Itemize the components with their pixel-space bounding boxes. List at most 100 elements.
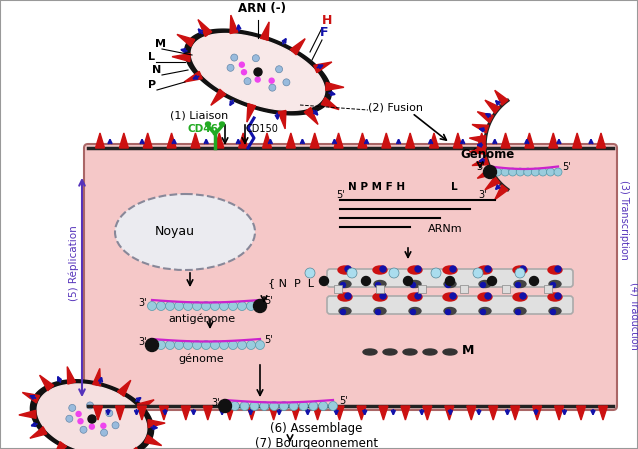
Circle shape [415, 293, 421, 299]
Circle shape [89, 424, 94, 429]
Circle shape [380, 293, 386, 299]
Text: (5) Réplication: (5) Réplication [69, 225, 79, 301]
Polygon shape [477, 167, 493, 178]
Circle shape [76, 411, 81, 417]
Polygon shape [143, 133, 152, 148]
Polygon shape [358, 133, 367, 148]
Polygon shape [597, 133, 605, 148]
Polygon shape [379, 406, 388, 420]
Circle shape [237, 340, 246, 349]
Circle shape [211, 340, 219, 349]
Circle shape [410, 282, 415, 287]
Polygon shape [510, 406, 520, 420]
Circle shape [289, 401, 298, 410]
Circle shape [165, 301, 175, 311]
Polygon shape [577, 406, 586, 420]
Polygon shape [40, 375, 54, 391]
Text: 5': 5' [264, 335, 273, 345]
Circle shape [341, 309, 346, 314]
Ellipse shape [478, 266, 492, 274]
Polygon shape [454, 133, 463, 148]
Ellipse shape [549, 281, 561, 287]
Polygon shape [177, 35, 195, 47]
Circle shape [101, 429, 108, 436]
Polygon shape [115, 406, 124, 420]
Polygon shape [93, 369, 101, 386]
Polygon shape [148, 420, 165, 428]
Circle shape [270, 401, 279, 410]
Circle shape [156, 340, 165, 349]
Circle shape [487, 277, 496, 286]
Circle shape [106, 409, 113, 417]
Circle shape [450, 266, 456, 272]
Polygon shape [472, 157, 489, 166]
Circle shape [283, 79, 290, 86]
Ellipse shape [409, 308, 421, 314]
Circle shape [237, 301, 246, 311]
Circle shape [445, 282, 450, 287]
Circle shape [305, 268, 315, 278]
Circle shape [484, 166, 496, 179]
Ellipse shape [373, 293, 387, 301]
Text: M: M [462, 344, 475, 357]
Circle shape [376, 309, 380, 314]
Text: F: F [320, 26, 329, 39]
Polygon shape [181, 406, 190, 420]
Polygon shape [247, 104, 256, 122]
Circle shape [80, 426, 87, 433]
Polygon shape [494, 185, 508, 200]
Text: CD150: CD150 [245, 124, 278, 134]
Circle shape [485, 266, 491, 272]
Circle shape [431, 268, 441, 278]
Circle shape [269, 78, 274, 83]
Circle shape [184, 301, 193, 311]
Text: P: P [148, 80, 156, 90]
Circle shape [501, 168, 509, 176]
Circle shape [255, 77, 260, 82]
Polygon shape [304, 107, 318, 124]
Ellipse shape [548, 266, 562, 274]
Circle shape [184, 340, 193, 349]
Text: 3': 3' [138, 337, 147, 347]
Ellipse shape [408, 293, 422, 301]
Polygon shape [247, 406, 256, 420]
Text: L: L [148, 52, 155, 62]
Circle shape [219, 340, 228, 349]
Ellipse shape [363, 349, 377, 355]
Circle shape [279, 401, 288, 410]
Circle shape [260, 401, 269, 410]
Polygon shape [137, 400, 154, 411]
Ellipse shape [478, 293, 492, 301]
Polygon shape [119, 133, 128, 148]
Ellipse shape [408, 266, 422, 274]
Ellipse shape [514, 308, 526, 314]
Polygon shape [31, 380, 154, 449]
Polygon shape [167, 133, 176, 148]
Text: M: M [155, 39, 166, 49]
Bar [502, 285, 510, 293]
Circle shape [246, 340, 255, 349]
Circle shape [219, 301, 228, 311]
Circle shape [165, 340, 175, 349]
Circle shape [230, 401, 239, 410]
Circle shape [415, 266, 421, 272]
Polygon shape [260, 22, 269, 40]
Circle shape [389, 268, 399, 278]
Circle shape [480, 309, 486, 314]
Circle shape [309, 401, 318, 410]
Ellipse shape [513, 293, 527, 301]
Polygon shape [334, 133, 343, 148]
Text: (3) Transcription: (3) Transcription [619, 180, 629, 260]
Circle shape [555, 266, 561, 272]
Circle shape [145, 339, 158, 352]
Polygon shape [357, 406, 366, 420]
Polygon shape [554, 406, 563, 420]
Circle shape [515, 268, 525, 278]
Bar [376, 285, 384, 293]
Polygon shape [204, 406, 212, 420]
Polygon shape [184, 29, 331, 115]
Ellipse shape [115, 194, 255, 270]
Ellipse shape [374, 281, 386, 287]
Ellipse shape [443, 266, 457, 274]
Circle shape [255, 301, 265, 311]
